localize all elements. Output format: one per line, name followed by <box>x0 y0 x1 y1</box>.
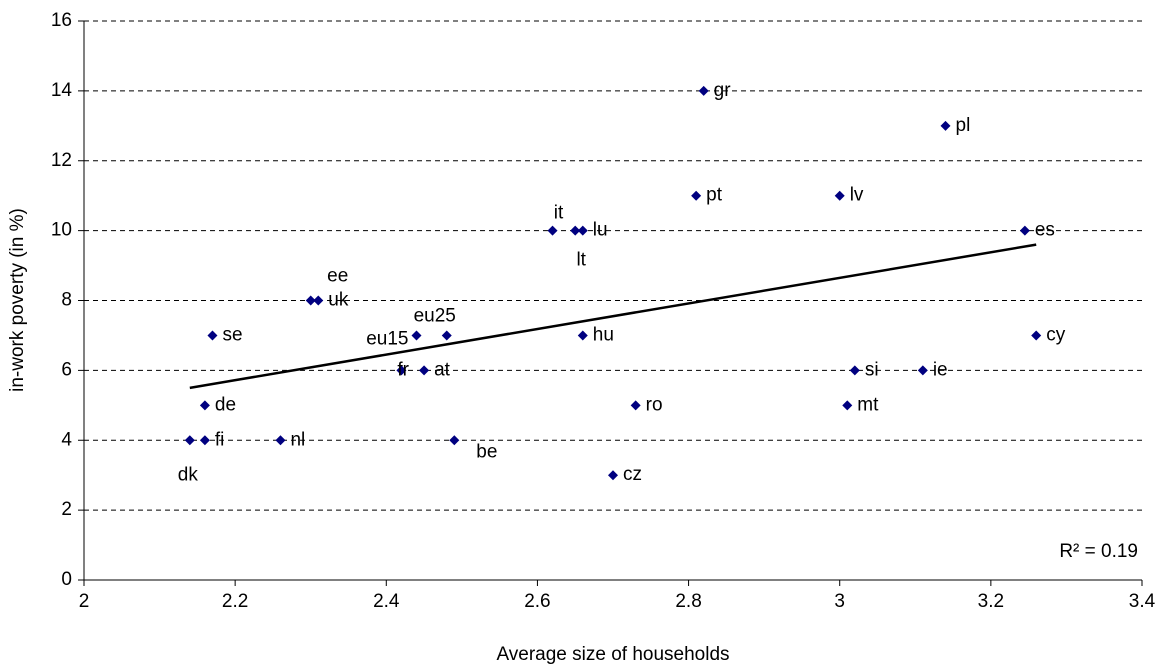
point <box>570 225 581 236</box>
y-tick-label: 16 <box>51 10 72 31</box>
point-label: lt <box>576 250 586 271</box>
point-label: se <box>222 324 242 345</box>
point <box>199 435 210 446</box>
point <box>842 400 853 411</box>
point-label: gr <box>714 80 732 101</box>
point-label: eu25 <box>414 305 456 326</box>
point <box>608 470 618 481</box>
point <box>630 400 641 411</box>
y-tick-label: 8 <box>61 290 72 311</box>
point-label: ee <box>327 266 348 287</box>
point-label: pt <box>706 185 723 206</box>
point <box>396 365 407 376</box>
point-label: cy <box>1046 324 1066 345</box>
point <box>441 330 452 341</box>
x-tick-label: 2 <box>79 591 90 612</box>
y-tick-label: 2 <box>61 499 72 520</box>
y-tick-label: 0 <box>61 569 72 590</box>
x-tick-label: 3.4 <box>1129 591 1156 612</box>
y-axis-title: in-work poverty (in %) <box>7 208 28 392</box>
point <box>917 365 928 376</box>
point <box>411 330 422 341</box>
y-tick-label: 12 <box>51 150 72 171</box>
point-label: cz <box>623 464 642 485</box>
point <box>577 330 588 341</box>
point <box>691 190 702 201</box>
point-label: dk <box>178 464 199 485</box>
x-tick-label: 2.6 <box>524 591 550 612</box>
x-tick-label: 3.2 <box>978 591 1004 612</box>
point-label: ro <box>646 394 663 415</box>
point-label: fi <box>215 429 225 450</box>
trendline <box>189 243 1037 390</box>
point <box>199 400 210 411</box>
r-squared: R² = 0.19 <box>1059 541 1138 562</box>
y-tick-label: 10 <box>51 220 72 241</box>
point-label: be <box>476 441 497 462</box>
point <box>419 365 430 376</box>
point-label: lv <box>850 185 864 206</box>
x-tick-label: 2.2 <box>222 591 248 612</box>
point-label: uk <box>328 290 349 311</box>
point <box>698 85 709 96</box>
x-tick-label: 2.4 <box>373 591 400 612</box>
y-tick-label: 14 <box>51 80 73 101</box>
point <box>1031 330 1042 341</box>
point <box>849 365 860 376</box>
point <box>313 295 324 306</box>
point-label: at <box>434 359 451 380</box>
point <box>1019 225 1030 236</box>
point-label: es <box>1035 220 1055 241</box>
point <box>940 120 951 131</box>
point <box>275 435 286 446</box>
y-tick-label: 6 <box>61 359 72 380</box>
x-axis-title: Average size of households <box>496 644 729 665</box>
x-tick-label: 3 <box>834 591 845 612</box>
y-tick-label: 4 <box>61 429 72 450</box>
point <box>547 225 558 236</box>
point-label: pl <box>956 115 971 136</box>
point-label: it <box>554 203 564 224</box>
point-label: si <box>865 359 879 380</box>
x-tick-label: 2.8 <box>675 591 701 612</box>
point-label: eu15 <box>366 328 408 349</box>
point-label: hu <box>593 324 614 345</box>
point-label: ie <box>933 359 948 380</box>
point <box>577 225 588 236</box>
point <box>449 435 460 446</box>
point-label: mt <box>857 394 879 415</box>
point-label: nl <box>290 429 305 450</box>
point <box>184 435 195 446</box>
point-label: fr <box>397 359 409 380</box>
point <box>834 190 845 201</box>
point <box>305 295 316 306</box>
point-label: lu <box>593 220 608 241</box>
point-label: de <box>215 394 236 415</box>
point <box>207 330 218 341</box>
